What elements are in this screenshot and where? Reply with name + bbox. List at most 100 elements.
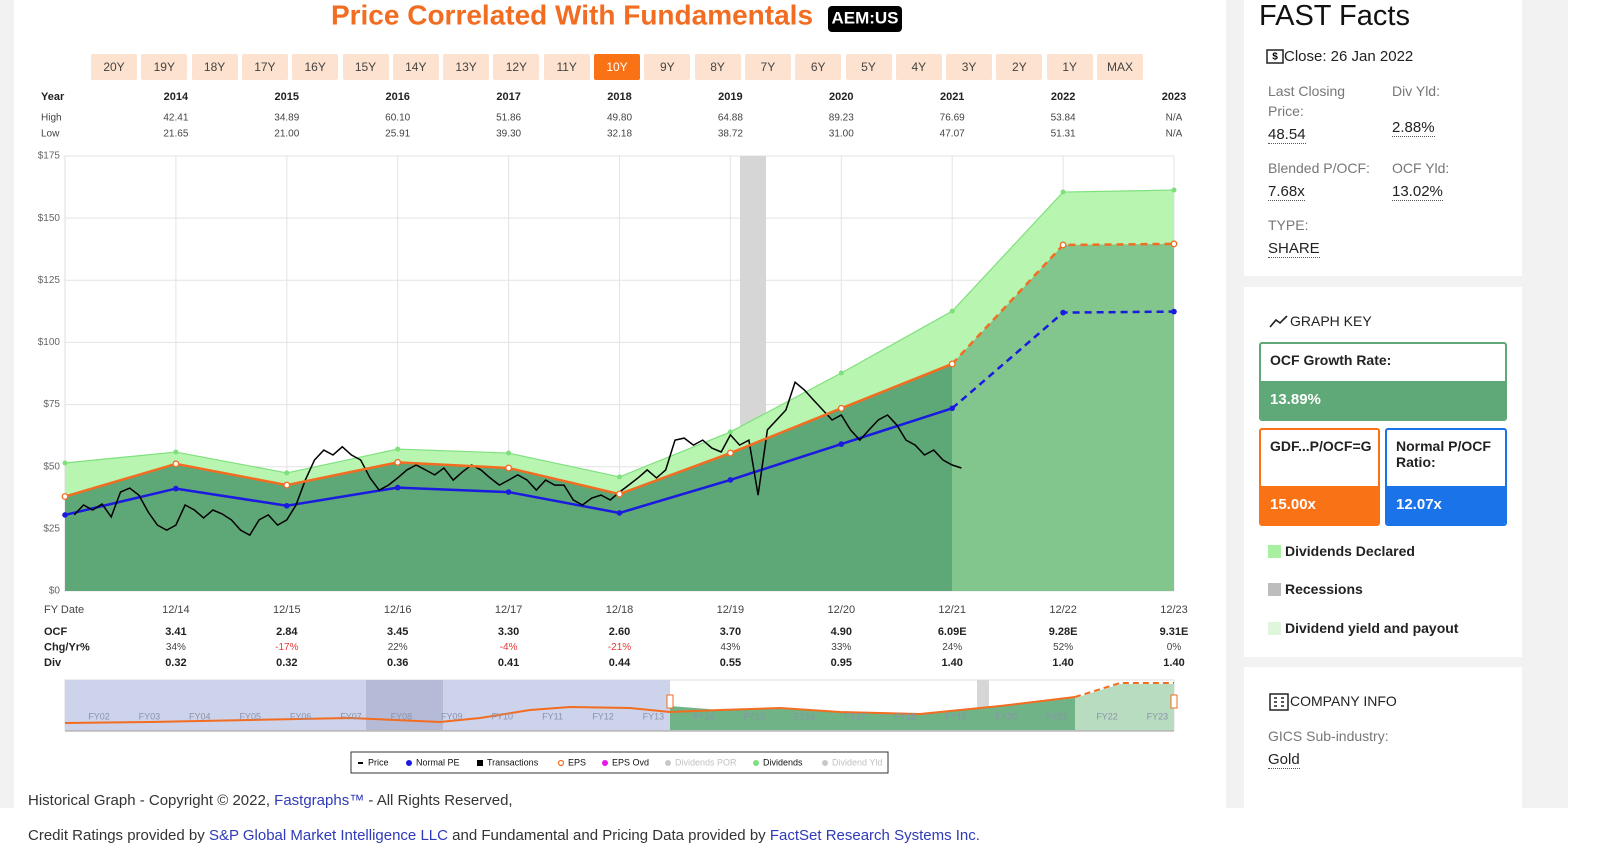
range-button[interactable]: 13Y bbox=[443, 54, 490, 80]
cell: 49.80 bbox=[607, 113, 632, 124]
footer-link[interactable]: FactSet Research Systems Inc. bbox=[769, 827, 980, 844]
cell: 0.36 bbox=[387, 657, 408, 669]
x-tick-label: 12/16 bbox=[384, 604, 412, 616]
chart-title: Price Correlated With Fundamentals bbox=[331, 0, 813, 30]
ticker-badge bbox=[828, 6, 902, 32]
cell: 34.89 bbox=[274, 113, 299, 124]
cell: 0.44 bbox=[609, 657, 631, 669]
cell: 9.31E bbox=[1160, 626, 1189, 638]
cell: 9.28E bbox=[1049, 626, 1078, 638]
footer-link[interactable]: Fastgraphs™ bbox=[274, 792, 365, 809]
y-tick-label: $125 bbox=[38, 275, 61, 286]
range-button[interactable]: 4Y bbox=[895, 54, 942, 80]
legend-label[interactable]: EPS bbox=[568, 757, 586, 767]
range-button[interactable]: 12Y bbox=[493, 54, 540, 80]
nav-area-estimate bbox=[1075, 684, 1174, 730]
y-tick-label: $100 bbox=[38, 337, 61, 348]
dividends-point bbox=[62, 460, 68, 466]
price-line bbox=[73, 380, 962, 537]
cell: 6.09E bbox=[938, 626, 967, 638]
range-button[interactable]: 17Y bbox=[241, 54, 288, 80]
legend-label[interactable]: Price bbox=[368, 757, 389, 767]
icon bbox=[1269, 693, 1289, 711]
eps-point bbox=[1170, 240, 1178, 248]
eps-point bbox=[61, 493, 69, 500]
legend-label[interactable]: Normal PE bbox=[416, 757, 460, 767]
range-button[interactable]: 1Y bbox=[1046, 54, 1093, 80]
legend-label[interactable]: Transactions bbox=[487, 757, 539, 767]
year: 2020 bbox=[829, 91, 853, 103]
x-tick-label: 12/23 bbox=[1160, 604, 1188, 616]
nav-label: FY09 bbox=[441, 711, 463, 721]
cell: 25.91 bbox=[385, 129, 410, 140]
key-item: Dividend yield and payout bbox=[1268, 620, 1458, 636]
company-card: COMPANY INFO GICS Sub-industry: Gold bbox=[1244, 667, 1522, 808]
x-tick-label: 12/21 bbox=[938, 604, 966, 616]
swatch bbox=[1268, 583, 1281, 596]
dividends-point bbox=[727, 429, 733, 435]
nav-label: FY06 bbox=[290, 711, 312, 721]
year: 2021 bbox=[940, 91, 964, 103]
cell: 2.84 bbox=[276, 626, 298, 638]
fact-label: Blended P/OCF: bbox=[1268, 160, 1370, 176]
row-label: High bbox=[41, 113, 62, 124]
normal-pe-point bbox=[1060, 309, 1066, 316]
footer-text: - All Rights Reserved, bbox=[364, 792, 513, 809]
year: 2018 bbox=[607, 91, 631, 103]
range-button[interactable]: 3Y bbox=[946, 54, 993, 80]
key-label: Normal P/OCF Ratio: bbox=[1396, 438, 1491, 470]
range-button[interactable]: 14Y bbox=[392, 54, 439, 80]
range-button[interactable]: 9Y bbox=[644, 54, 691, 80]
x-tick-label: 12/20 bbox=[828, 604, 856, 616]
nav-handle[interactable] bbox=[1170, 694, 1178, 709]
cell: 3.70 bbox=[720, 626, 741, 638]
range-button[interactable]: 6Y bbox=[795, 54, 842, 80]
range-button[interactable]: 2Y bbox=[996, 54, 1043, 80]
cell: 21.65 bbox=[163, 129, 188, 140]
range-button[interactable]: 10Y bbox=[594, 54, 640, 80]
normal-pe-point bbox=[949, 405, 955, 412]
cell: 53.84 bbox=[1051, 113, 1076, 124]
legend-label[interactable]: Dividends POR bbox=[675, 757, 737, 767]
x-tick-label: 12/18 bbox=[606, 604, 634, 616]
legend-label[interactable]: Dividends bbox=[763, 757, 803, 767]
nav-label: FY17 bbox=[844, 711, 866, 721]
nav-label: FY14 bbox=[693, 711, 715, 721]
nav-area bbox=[670, 698, 1075, 730]
x-axis-label: FY Date bbox=[44, 604, 84, 616]
legend-label[interactable]: EPS Ovd bbox=[612, 757, 649, 767]
swatch bbox=[1268, 545, 1281, 558]
range-button[interactable]: 7Y bbox=[744, 54, 791, 80]
range-button[interactable]: 19Y bbox=[141, 54, 188, 80]
cell: 3.41 bbox=[165, 626, 186, 638]
legend-label[interactable]: Dividend Yld bbox=[832, 757, 882, 767]
dividends-point bbox=[1171, 187, 1177, 193]
range-button[interactable]: 8Y bbox=[694, 54, 741, 80]
y-tick-label: $50 bbox=[43, 461, 60, 472]
footer-line: Credit Ratings provided by S&P Global Ma… bbox=[28, 827, 980, 844]
range-button[interactable]: 5Y bbox=[845, 54, 892, 80]
year: 2015 bbox=[275, 91, 299, 103]
year: 2022 bbox=[1051, 91, 1075, 103]
card-title: GRAPH KEY bbox=[1290, 313, 1372, 329]
fast-facts-card: FAST Facts $ Close: 26 Jan 2022 Last Clo… bbox=[1244, 0, 1522, 276]
nav-label: FY21 bbox=[1046, 711, 1068, 721]
dividends-point bbox=[617, 474, 622, 480]
cell: 2.60 bbox=[609, 626, 630, 638]
eps-point bbox=[837, 404, 845, 412]
range-button[interactable]: 11Y bbox=[543, 54, 590, 80]
company-label: GICS Sub-industry: bbox=[1268, 728, 1389, 744]
range-button[interactable]: MAX bbox=[1097, 54, 1143, 80]
year: 2017 bbox=[496, 91, 520, 103]
range-button[interactable]: 16Y bbox=[292, 54, 339, 80]
key-box: Normal P/OCF Ratio: 12.07x bbox=[1385, 428, 1507, 526]
range-button[interactable]: 20Y bbox=[91, 54, 137, 80]
footer-link[interactable]: S&P Global Market Intelligence LLC bbox=[208, 827, 448, 844]
cell: 0.32 bbox=[165, 657, 186, 669]
nav-handle[interactable] bbox=[666, 694, 674, 709]
legend-marker bbox=[557, 759, 565, 767]
range-button[interactable]: 15Y bbox=[342, 54, 389, 80]
range-button[interactable]: 18Y bbox=[191, 54, 238, 80]
y-tick-label: $0 bbox=[49, 586, 61, 597]
cell: -17% bbox=[275, 642, 298, 653]
